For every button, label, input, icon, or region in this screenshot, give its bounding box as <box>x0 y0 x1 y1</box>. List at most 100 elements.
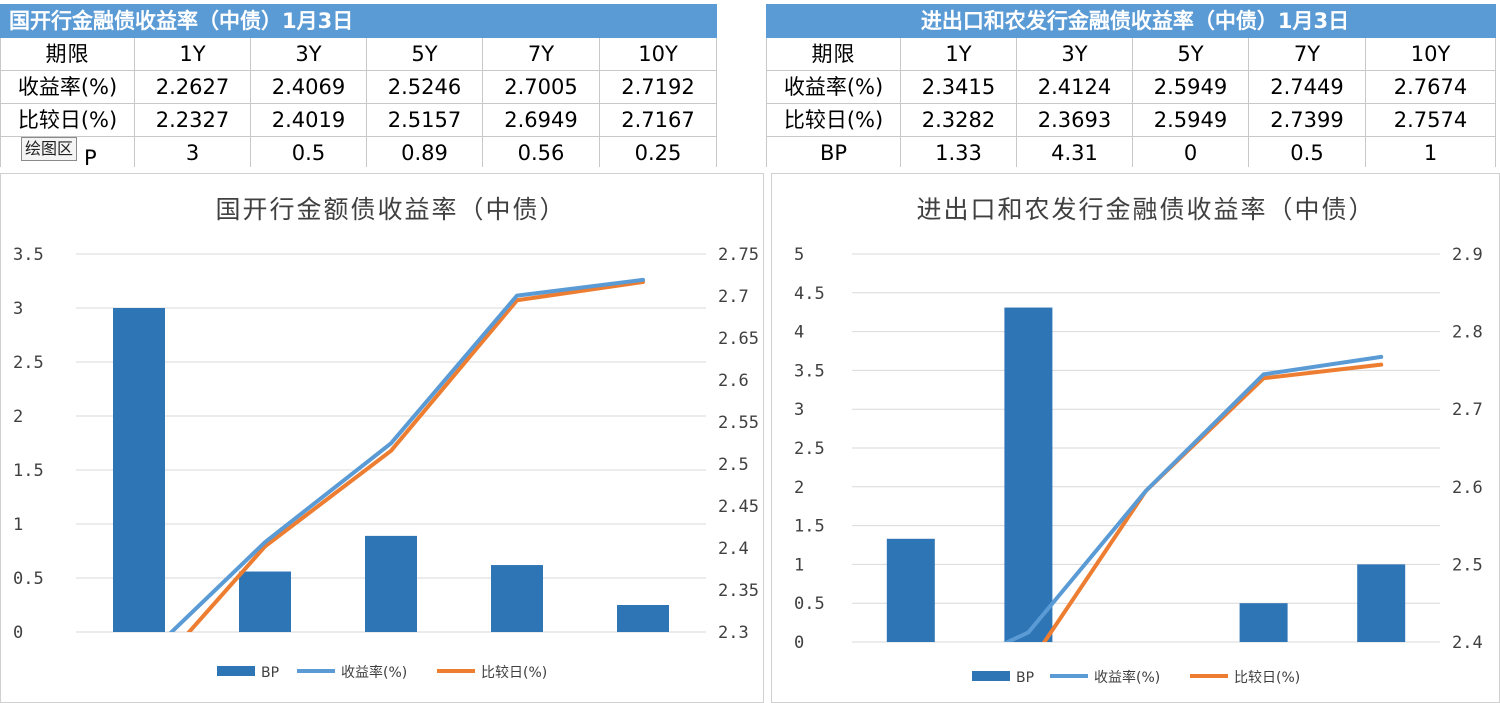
left-axis-tick-label: 3.5 <box>794 361 825 381</box>
row-label: 比较日(%) <box>766 103 901 137</box>
chart-policy-bank[interactable]: 进出口和农发行金融债收益率（中债） 0 0.5 1 1.5 2 2.5 3 3.5 4 4.5 5 2.… <box>772 174 1499 702</box>
chart-panel-policy-bank[interactable]: 进出口和农发行金融债收益率（中债） 0 0.5 1 1.5 2 2.5 3 3.5 4 4.5 5 2.… <box>771 173 1500 703</box>
value-cell: 0.56 <box>482 136 600 170</box>
left-axis-tick-label: 1 <box>794 555 804 575</box>
left-axis-tick-label: 2.5 <box>13 353 44 373</box>
term-cell: 7Y <box>482 37 600 71</box>
value-cell: 2.3282 <box>900 103 1017 137</box>
row-label: 收益率(%) <box>0 70 135 104</box>
left-axis-tick-label: 1 <box>13 515 23 535</box>
table-row: BP 1.33 4.31 0 0.5 1 <box>766 136 1496 170</box>
line-layer <box>168 277 645 632</box>
series-line-比较日(%) <box>1041 362 1384 642</box>
left-axis-tick-label: 0.5 <box>794 594 825 614</box>
table-row: 收益率(%) 2.3415 2.4124 2.5949 2.7449 2.767… <box>766 70 1496 104</box>
left-axis-tick-label: 2.5 <box>794 439 825 459</box>
chart-panel-cdb[interactable]: 国开行金额债收益率（中债） 0 0.5 1 1.5 2 2.5 3 3.5 2.3 2.35 2.4 2… <box>0 173 764 703</box>
row-label: 比较日(%) <box>0 103 135 137</box>
chart-title: 进出口和农发行金融债收益率（中债） <box>916 195 1375 224</box>
right-axis-tick-label: 2.45 <box>718 497 759 517</box>
left-axis-tick-label: 3 <box>794 400 804 420</box>
left-axis-tick-label: 3 <box>13 299 23 319</box>
legend-label: BP <box>261 665 279 681</box>
value-cell: 3 <box>134 136 251 170</box>
table-row: 比较日(%) 2.3282 2.3693 2.5949 2.7399 2.757… <box>766 103 1496 137</box>
right-axis-tick-label: 2.8 <box>1452 323 1483 343</box>
value-cell: 4.31 <box>1016 136 1133 170</box>
cdb-yield-table: 国开行金融债收益率（中债）1月3日 期限 1Y 3Y 5Y 7Y 10Y 收益率… <box>0 4 717 170</box>
value-cell: 2.7449 <box>1248 70 1366 104</box>
value-cell: 2.7574 <box>1365 103 1496 137</box>
term-cell: 10Y <box>1365 37 1496 71</box>
value-cell: 2.7674 <box>1365 70 1496 104</box>
value-cell: 2.4069 <box>250 70 367 104</box>
term-cell: 3Y <box>250 37 367 71</box>
left-axis-tick-label: 2 <box>13 407 23 427</box>
table-row: 比较日(%) 2.2327 2.4019 2.5157 2.6949 2.716… <box>0 103 717 137</box>
chart-cdb[interactable]: 国开行金额债收益率（中债） 0 0.5 1 1.5 2 2.5 3 3.5 2.3 2.35 2.4 2… <box>1 174 763 702</box>
value-cell: 0.89 <box>366 136 483 170</box>
right-axis-tick-label: 2.3 <box>718 623 749 643</box>
left-axis-tick-label: 4 <box>794 323 804 343</box>
separator <box>0 167 1500 173</box>
right-axis-tick-label: 2.7 <box>1452 400 1483 420</box>
left-axis-tick-label: 0 <box>794 633 804 653</box>
value-cell: 2.3693 <box>1016 103 1133 137</box>
value-cell: 2.2327 <box>134 103 251 137</box>
value-cell: 0.5 <box>250 136 367 170</box>
bar-7Y <box>1239 603 1288 642</box>
plot-area-tooltip: 绘图区 <box>21 137 78 161</box>
value-cell: 0 <box>1132 136 1249 170</box>
legend-label: 收益率(%) <box>341 664 407 681</box>
value-cell: 2.2627 <box>134 70 251 104</box>
right-axis-tick-label: 2.5 <box>718 455 749 475</box>
bar-3Y <box>1004 307 1053 642</box>
bar-1Y <box>113 308 165 632</box>
value-cell: 2.5246 <box>366 70 483 104</box>
bar-10Y <box>617 605 669 632</box>
value-cell: 2.4019 <box>250 103 367 137</box>
left-axis-tick-label: 1.5 <box>794 517 825 537</box>
legend-swatch <box>972 671 1010 681</box>
right-axis-tick-label: 2.7 <box>718 287 749 307</box>
policy-bank-yield-table: 进出口和农发行金融债收益率（中债）1月3日 期限 1Y 3Y 5Y 7Y 10Y… <box>766 4 1496 170</box>
right-axis-tick-label: 2.65 <box>718 329 759 349</box>
value-cell: 2.6949 <box>482 103 600 137</box>
left-axis-tick-label: 4.5 <box>794 284 825 304</box>
left-axis-tick-label: 0 <box>13 623 23 643</box>
right-axis-tick-label: 2.6 <box>1452 478 1483 498</box>
row-label: 收益率(%) <box>766 70 901 104</box>
line-layer <box>1003 354 1384 642</box>
term-cell: 3Y <box>1016 37 1133 71</box>
value-cell: 0.5 <box>1248 136 1366 170</box>
term-cell: 1Y <box>900 37 1017 71</box>
bp-label-fragment: 3PP <box>84 146 97 170</box>
bar-1Y <box>886 538 935 642</box>
value-cell: 2.5157 <box>366 103 483 137</box>
value-cell: 2.4124 <box>1016 70 1133 104</box>
value-cell: 2.7192 <box>599 70 717 104</box>
series-line-收益率(%) <box>1003 354 1384 642</box>
right-axis-tick-label: 2.75 <box>718 245 759 265</box>
bar-3Y <box>239 571 291 632</box>
value-cell: 2.5949 <box>1132 103 1249 137</box>
right-axis-tick-label: 2.4 <box>1452 633 1483 653</box>
right-axis-tick-label: 2.55 <box>718 413 759 433</box>
value-cell: 2.3415 <box>900 70 1017 104</box>
term-cell: 10Y <box>599 37 717 71</box>
legend-label: BP <box>1016 670 1034 686</box>
value-cell: 2.7005 <box>482 70 600 104</box>
bar-7Y <box>491 565 543 632</box>
table-row: 收益率(%) 2.2627 2.4069 2.5246 2.7005 2.719… <box>0 70 717 104</box>
table-row: 3 0.5 0.89 0.56 0.25 <box>0 136 717 170</box>
table-title: 国开行金融债收益率（中债）1月3日 <box>0 4 717 38</box>
value-cell: 2.5949 <box>1132 70 1249 104</box>
legend-label: 比较日(%) <box>481 665 547 681</box>
left-axis-tick-label: 3.5 <box>13 245 44 265</box>
right-axis-tick-label: 2.4 <box>718 539 749 559</box>
left-axis-tick-label: 1.5 <box>13 461 44 481</box>
term-header: 期限 <box>0 37 135 71</box>
right-axis-tick-label: 2.6 <box>718 371 749 391</box>
bar-10Y <box>1357 564 1406 642</box>
